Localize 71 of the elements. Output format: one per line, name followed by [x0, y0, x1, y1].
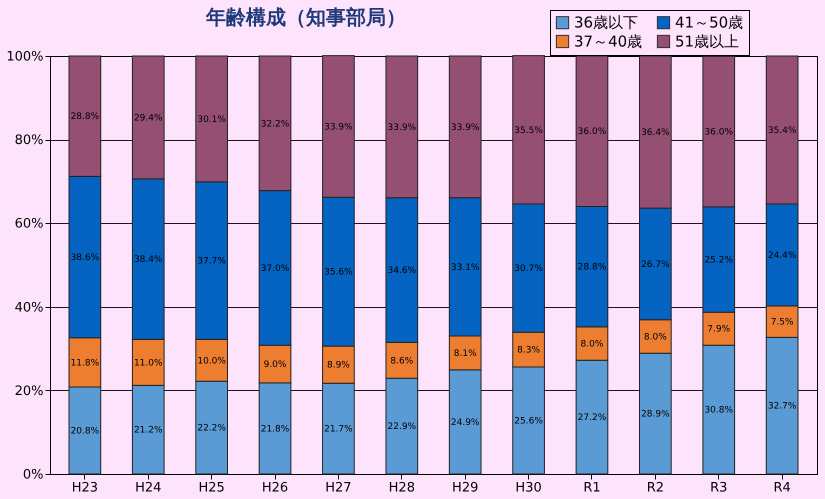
text: 20.8% [70, 426, 100, 437]
y-tick-label: 60% [14, 216, 44, 232]
text: 28.9% [641, 410, 670, 420]
text: 21.2% [134, 426, 163, 436]
text: 27.2% [578, 413, 606, 424]
text: 37.7% [197, 256, 226, 267]
text: 36.4% [641, 128, 670, 138]
x-tick-label: H23 [72, 480, 98, 496]
text: 32.2% [260, 119, 290, 130]
text: 9.0% [264, 360, 286, 370]
x-tick-label: H25 [198, 480, 225, 496]
y-tick-label: 80% [14, 133, 44, 148]
text: 35.4% [768, 126, 796, 136]
x-tick-label: H29 [452, 480, 478, 496]
x-tick-label: H24 [135, 480, 162, 496]
text: 38.4% [134, 255, 163, 266]
text: 34.6% [388, 266, 416, 276]
x-tick-label: H27 [325, 480, 352, 496]
text: 37.0% [260, 264, 290, 274]
text: 8.0% [580, 340, 604, 350]
text: 24.9% [450, 418, 480, 428]
x-tick-label: H28 [388, 480, 415, 496]
text: 21.8% [260, 424, 290, 434]
text: 24.4% [768, 250, 796, 261]
y-tick-label: 100% [6, 50, 44, 64]
text: 10.0% [197, 356, 226, 366]
y-tick-label: 0% [22, 468, 44, 482]
text: 25.6% [514, 416, 543, 426]
text: 30.8% [704, 406, 734, 416]
text: 35.6% [324, 268, 353, 278]
text: 22.2% [197, 424, 226, 434]
text: 22.9% [388, 422, 416, 432]
text: 8.3% [517, 346, 540, 356]
legend-label: 37～40歳 [574, 32, 642, 50]
legend-label: 41～50歳 [675, 14, 744, 32]
x-tick-label: R1 [583, 480, 601, 496]
chart-title: 年齢構成（知事部局） [204, 5, 406, 29]
text: 29.4% [134, 113, 163, 124]
text: 11.0% [134, 358, 163, 368]
text: 26.7% [641, 260, 670, 270]
x-tick-label: R4 [773, 480, 791, 496]
text: 33.1% [450, 262, 480, 273]
text: 35.5% [514, 126, 543, 136]
text: 25.2% [704, 256, 734, 266]
text: 8.1% [454, 348, 477, 359]
text: 33.9% [388, 122, 416, 133]
text: 30.7% [514, 264, 543, 274]
text: 33.9% [450, 122, 480, 133]
text: 11.8% [70, 358, 100, 368]
text: 7.5% [770, 318, 794, 328]
text: 8.6% [390, 356, 414, 366]
text: 7.9% [707, 324, 730, 335]
legend-label: 36歳以下 [574, 14, 638, 32]
text: 21.7% [324, 424, 353, 435]
text: 30.1% [197, 114, 226, 125]
text: 32.7% [768, 402, 796, 412]
text: 33.9% [324, 122, 353, 132]
x-tick-label: H26 [262, 480, 288, 496]
text: 36.0% [578, 127, 606, 138]
text: 28.8% [578, 262, 606, 273]
text: 38.6% [70, 253, 100, 264]
legend-label: 51歳以上 [675, 32, 740, 50]
x-tick-label: H30 [515, 480, 542, 496]
x-tick-label: R3 [710, 480, 728, 496]
y-tick-label: 20% [14, 384, 44, 399]
text: 8.0% [644, 332, 667, 342]
text: 28.8% [70, 112, 100, 122]
y-tick-label: 40% [14, 300, 44, 316]
text: 36.0% [704, 128, 734, 138]
text: 8.9% [326, 360, 350, 371]
x-tick-label: R2 [646, 480, 664, 496]
